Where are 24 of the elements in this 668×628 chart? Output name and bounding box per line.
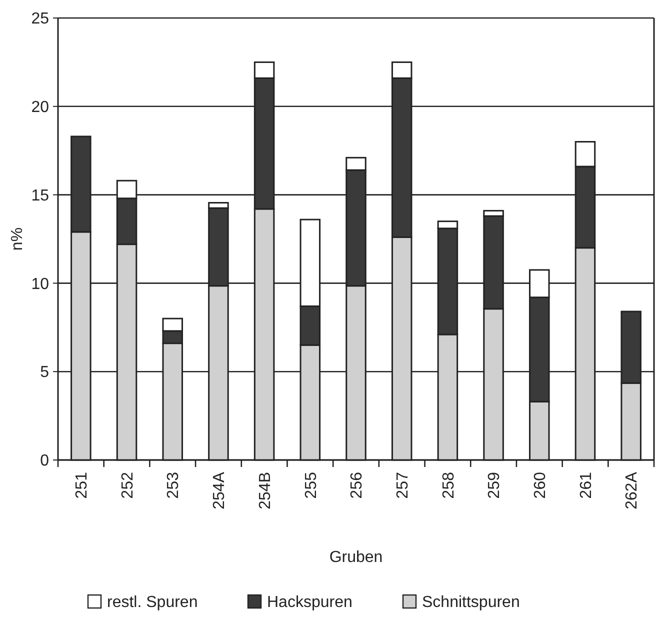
y-axis-title: n%	[9, 227, 26, 251]
legend-label: Schnittspuren	[422, 594, 520, 611]
x-tick-label: 253	[165, 472, 182, 499]
y-tick-label: 0	[40, 452, 50, 470]
y-tick-label: 15	[31, 187, 50, 204]
x-tick-label: 257	[394, 472, 412, 499]
legend-label: restl. Spuren	[107, 594, 198, 611]
y-tick-label: 5	[40, 364, 50, 382]
x-tick-label: 254A	[211, 472, 228, 510]
y-tick-label: 10	[31, 276, 50, 293]
x-tick-label: 258	[440, 472, 458, 499]
y-tick-label: 25	[31, 10, 50, 28]
x-tick-label: 254B	[256, 472, 274, 510]
x-tick-label: 252	[119, 472, 136, 499]
x-tick-label: 260	[532, 472, 549, 499]
x-tick-label: 261	[578, 472, 595, 499]
x-tick-label: 251	[74, 472, 91, 499]
x-axis-title: Gruben	[329, 549, 383, 566]
legend-label: Hackspuren	[267, 594, 352, 611]
y-tick-label: 20	[31, 99, 50, 116]
x-tick-label: 262A	[624, 472, 641, 510]
x-tick-label: 256	[348, 472, 366, 499]
x-tick-label: 259	[486, 472, 504, 499]
x-tick-label: 255	[302, 472, 320, 499]
